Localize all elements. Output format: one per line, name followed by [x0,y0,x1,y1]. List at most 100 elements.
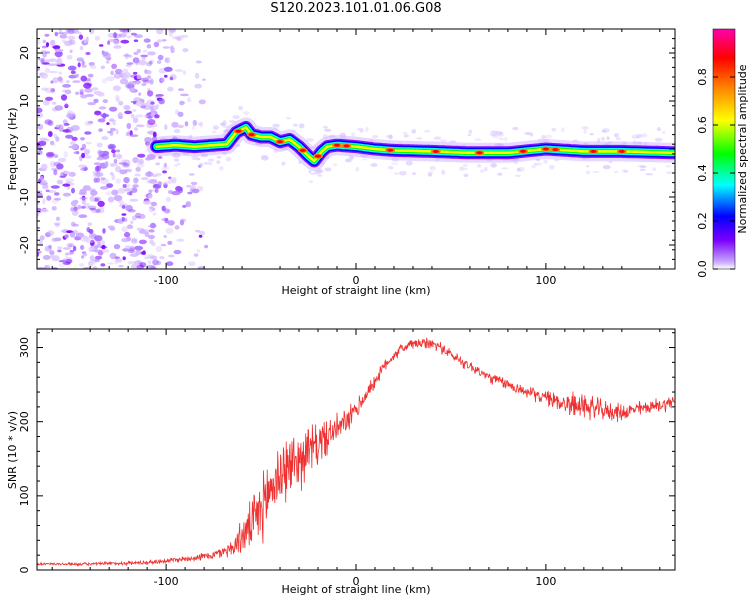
noise-speck [57,76,63,82]
noise-speck [80,236,89,242]
noise-speck [113,32,117,39]
noise-speck [170,45,174,51]
noise-speck [666,171,673,175]
noise-speck [477,163,481,167]
noise-speck [50,140,55,146]
noise-speck [94,165,102,172]
noise-speck [97,92,105,97]
noise-speck [66,80,70,84]
noise-speck [429,165,436,171]
noise-speck [399,171,407,176]
noise-speck [608,160,613,164]
noise-speck [163,235,167,238]
spectral-ridge [146,117,675,171]
noise-speck [106,122,110,125]
noise-speck [110,70,114,76]
noise-speck [94,110,102,116]
noise-speck [602,165,611,170]
noise-speck [121,159,126,163]
noise-speck [62,258,67,263]
noise-speck [95,208,101,213]
noise-speck [134,127,138,131]
noise-speck [71,187,75,194]
noise-speck [497,132,504,137]
colorbar-tick-label: 0.8 [696,68,709,86]
noise-speck [66,113,72,119]
noise-speck [80,94,88,99]
noise-speck [531,165,536,169]
noise-speck [498,143,505,147]
noise-speck [109,171,114,176]
noise-speck [640,165,647,168]
noise-speck [81,255,85,259]
noise-speck [82,185,91,191]
noise-speck [645,173,654,176]
noise-speck [151,242,156,247]
noise-speck [158,156,163,159]
noise-speck [134,245,144,251]
noise-speck [121,205,126,209]
noise-speck [182,101,186,105]
noise-speck [89,255,95,262]
noise-speck [113,40,120,45]
noise-speck [308,180,314,184]
noise-speck [164,57,171,64]
noise-speck [141,77,149,82]
noise-speck [41,87,48,91]
noise-speck [388,165,394,170]
noise-speck [113,195,123,202]
noise-speck [75,232,84,238]
noise-speck [165,227,174,235]
noise-speck [463,173,469,178]
noise-speck [131,263,137,269]
noise-speck [55,124,62,128]
noise-speck [168,31,173,38]
noise-speck [112,85,121,91]
noise-speck [514,174,521,177]
noise-speck [84,121,92,126]
noise-speck [132,71,138,75]
noise-speck [136,74,142,80]
noise-speck [41,59,45,65]
noise-speck [199,230,206,236]
noise-speck [631,134,640,139]
colorbar-gradient [712,28,736,270]
noise-speck [150,201,157,207]
noise-speck [424,129,431,133]
noise-speck [62,89,67,93]
noise-speck [529,133,534,137]
noise-speck [193,253,199,257]
noise-speck [77,204,82,210]
noise-speck [57,249,62,253]
noise-speck [122,184,127,188]
noise-speck [100,263,106,267]
noise-speck [152,131,157,138]
y-tick-label: 300 [18,337,31,358]
noise-speck [349,155,355,160]
noise-speck [148,189,152,194]
noise-speck [543,159,548,164]
ridge-peak [343,144,350,148]
noise-speck [70,207,74,212]
noise-speck [145,141,150,146]
noise-speck [157,181,163,186]
noise-speck [109,118,115,122]
noise-speck [70,70,76,75]
noise-speck [641,133,648,138]
noise-speck [59,79,64,84]
noise-speck [132,157,139,164]
noise-speck [197,266,205,269]
noise-speck [134,34,143,38]
noise-speck [46,195,52,201]
noise-speck [512,126,519,131]
noise-speck [41,163,48,170]
noise-speck [607,141,613,144]
noise-speck [160,243,167,247]
noise-speck [127,209,136,213]
noise-speck [152,174,158,178]
noise-speck [68,171,76,177]
noise-speck [309,146,318,149]
noise-speck [89,195,95,202]
noise-speck [162,170,167,174]
